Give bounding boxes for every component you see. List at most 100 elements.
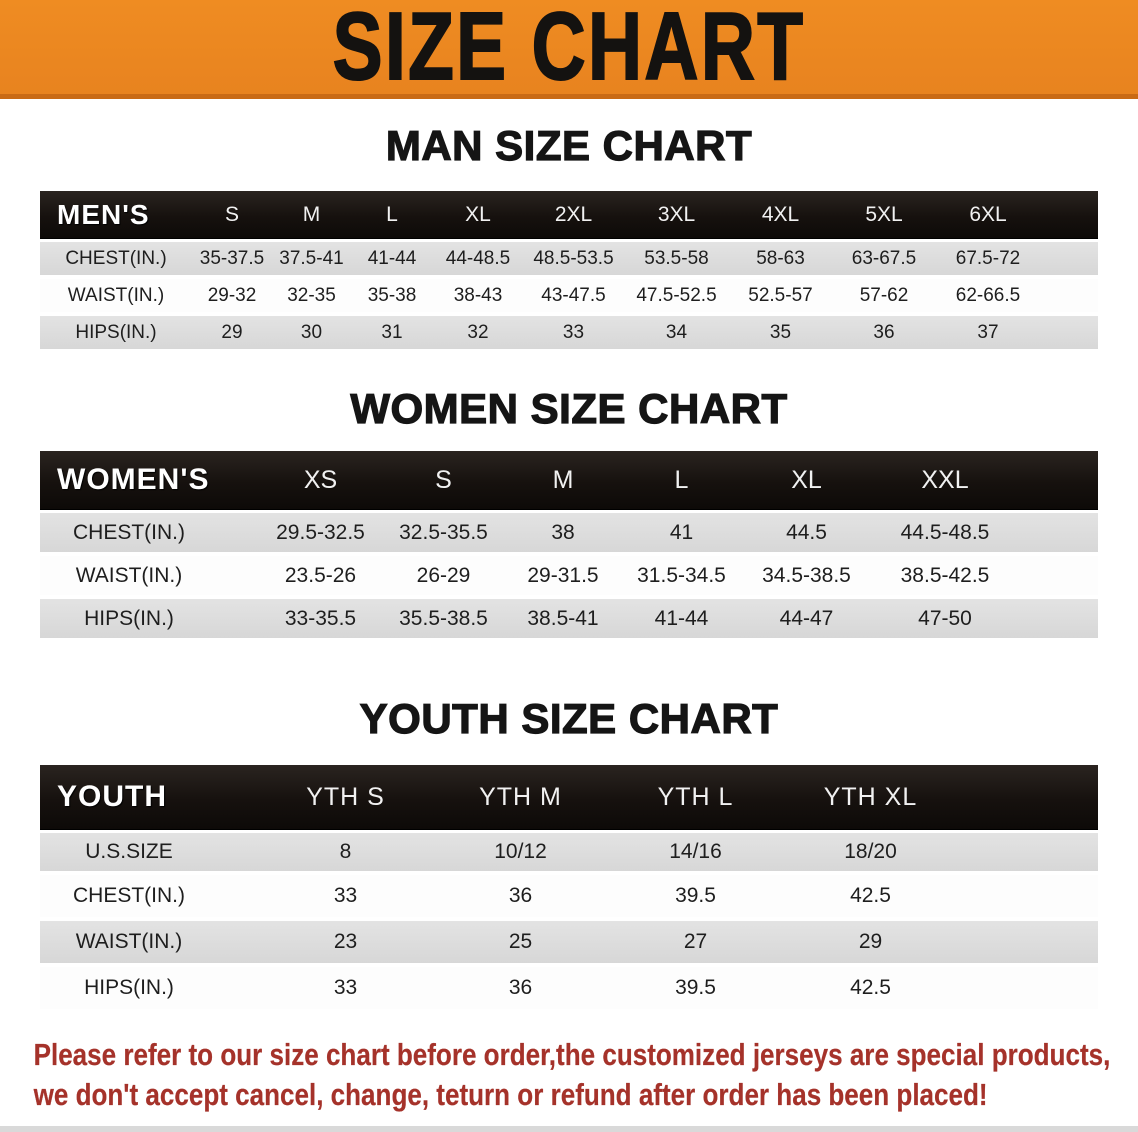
size-cell: 37	[977, 321, 999, 343]
size-chart-banner: SIZE CHART	[0, 0, 1138, 99]
row-label: CHEST(IN.)	[65, 247, 167, 269]
size-cell: 36	[508, 976, 533, 999]
size-cell: 38.5-41	[527, 606, 599, 630]
size-cell: 26-29	[416, 563, 471, 587]
men-chest-row: CHEST(IN.) 35-37.5 37.5-41 41-44 44-48.5…	[40, 242, 1098, 275]
youth-table-header-row: YOUTH YTH S YTH M YTH L YTH XL	[40, 765, 1098, 829]
size-cell: 63-67.5	[851, 247, 917, 269]
size-cell: 29	[221, 321, 243, 343]
size-cell: 23	[333, 930, 358, 953]
size-column-header: L	[386, 202, 398, 226]
size-cell: 29-31.5	[527, 563, 599, 587]
size-column-header: S	[224, 202, 239, 226]
men-table-title: MEN'S	[57, 198, 150, 230]
youth-chest-row: CHEST(IN.) 33 36 39.5 42.5	[40, 875, 1098, 917]
size-cell: 14/16	[669, 840, 722, 863]
size-cell: 36	[508, 884, 533, 907]
row-label: WAIST(IN.)	[67, 284, 165, 306]
size-cell: 35	[769, 321, 792, 343]
size-cell: 38	[551, 520, 575, 544]
row-label: CHEST(IN.)	[73, 884, 185, 907]
bottom-edge-strip	[0, 1126, 1138, 1132]
size-column-header: YTH S	[306, 782, 385, 811]
size-cell: 33	[562, 321, 585, 343]
youth-waist-row: WAIST(IN.) 23 25 27 29	[40, 921, 1098, 963]
size-cell: 38-43	[453, 284, 503, 306]
size-cell: 62-66.5	[955, 284, 1021, 306]
size-column-header: 4XL	[761, 202, 800, 226]
size-column-header: XL	[465, 202, 491, 226]
row-label: HIPS(IN.)	[84, 976, 174, 999]
size-cell: 31	[381, 321, 403, 343]
size-cell: 31.5-34.5	[637, 563, 726, 587]
disclaimer-line-1: Please refer to our size chart before or…	[33, 1037, 1111, 1072]
size-cell: 18/20	[844, 840, 897, 863]
size-column-header: L	[674, 465, 689, 494]
size-cell: 23.5-26	[284, 563, 357, 587]
size-cell: 47-50	[918, 606, 972, 630]
size-column-header: 5XL	[865, 202, 903, 226]
women-waist-row: WAIST(IN.) 23.5-26 26-29 29-31.5 31.5-34…	[40, 556, 1098, 595]
women-table-header-row: WOMEN'S XS S M L XL XXL	[40, 451, 1098, 509]
women-table-title: WOMEN'S	[57, 463, 210, 496]
size-cell: 37.5-41	[279, 247, 344, 269]
size-column-header: 2XL	[554, 202, 593, 226]
size-cell: 41	[669, 520, 694, 544]
size-cell: 32.5-35.5	[399, 520, 488, 544]
size-cell: 36	[873, 321, 895, 343]
size-cell: 58-63	[756, 247, 805, 269]
row-label: U.S.SIZE	[85, 840, 173, 863]
size-cell: 34.5-38.5	[762, 563, 851, 587]
size-cell: 67.5-72	[955, 247, 1021, 269]
size-cell: 52.5-57	[748, 284, 813, 306]
size-column-header: YTH XL	[823, 782, 918, 811]
size-cell: 38.5-42.5	[900, 563, 990, 587]
size-cell: 43-47.5	[541, 284, 606, 306]
size-column-header: M	[302, 202, 321, 226]
size-cell: 29	[858, 930, 883, 953]
size-column-header: 6XL	[969, 202, 1007, 226]
men-waist-row: WAIST(IN.) 29-32 32-35 35-38 38-43 43-47…	[40, 279, 1098, 312]
size-column-header: M	[552, 465, 574, 494]
size-cell: 53.5-58	[644, 247, 709, 269]
women-chest-row: CHEST(IN.) 29.5-32.5 32.5-35.5 38 41 44.…	[40, 513, 1098, 552]
men-table-header-row: MEN'S S M L XL 2XL 3XL 4XL 5XL 6XL	[40, 191, 1098, 238]
youth-ussize-row: U.S.SIZE 8 10/12 14/16 18/20	[40, 833, 1098, 871]
size-cell: 35.5-38.5	[399, 606, 488, 630]
order-disclaimer: Please refer to our size chart before or…	[0, 1035, 1111, 1115]
size-cell: 57-62	[859, 284, 909, 306]
size-column-header: YTH M	[479, 782, 562, 811]
size-cell: 41-44	[367, 247, 417, 269]
size-cell: 44-48.5	[445, 247, 511, 269]
size-cell: 25	[508, 930, 533, 953]
women-size-chart-heading: WOMEN SIZE CHART	[350, 384, 788, 432]
size-cell: 47.5-52.5	[636, 284, 717, 306]
men-size-table: MEN'S S M L XL 2XL 3XL 4XL 5XL 6XL CHEST…	[40, 191, 1098, 349]
size-column-header: 3XL	[657, 202, 696, 226]
size-cell: 33	[333, 976, 358, 999]
size-cell: 33-35.5	[284, 606, 357, 630]
size-cell: 10/12	[494, 840, 547, 863]
youth-table-title: YOUTH	[57, 780, 167, 813]
size-cell: 33	[333, 884, 358, 907]
size-column-header: S	[435, 465, 452, 494]
size-column-header: YTH L	[657, 782, 734, 811]
size-column-header: XL	[791, 465, 822, 494]
size-cell: 39.5	[675, 884, 716, 907]
row-label: WAIST(IN.)	[75, 930, 183, 953]
size-cell: 35-38	[367, 284, 417, 306]
youth-size-chart-heading: YOUTH SIZE CHART	[359, 694, 779, 742]
size-cell: 41-44	[654, 606, 709, 630]
size-cell: 44-47	[779, 606, 834, 630]
size-cell: 32	[467, 321, 489, 343]
size-cell: 27	[683, 930, 708, 953]
size-cell: 48.5-53.5	[533, 247, 614, 269]
size-column-header: XXL	[921, 465, 969, 494]
youth-hips-row: HIPS(IN.) 33 36 39.5 42.5	[40, 967, 1098, 1009]
row-label: CHEST(IN.)	[73, 520, 185, 544]
row-label: HIPS(IN.)	[84, 606, 174, 630]
women-hips-row: HIPS(IN.) 33-35.5 35.5-38.5 38.5-41 41-4…	[40, 599, 1098, 638]
size-column-header: XS	[303, 465, 338, 494]
disclaimer-line-2: we don't accept cancel, change, teturn o…	[33, 1077, 988, 1112]
size-cell: 44.5	[786, 520, 827, 544]
